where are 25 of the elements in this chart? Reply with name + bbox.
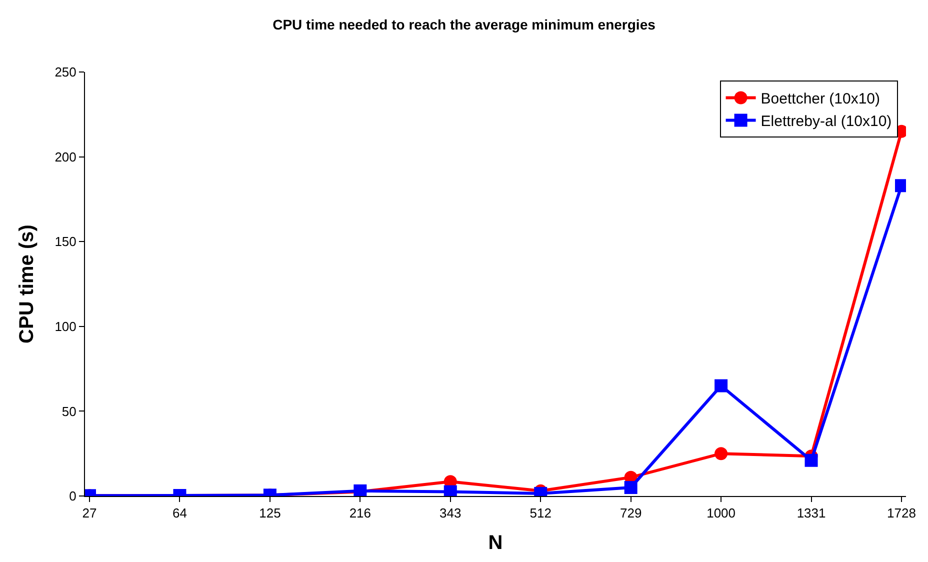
y-tick-label: 100: [54, 318, 76, 334]
y-tick-label: 0: [69, 488, 76, 504]
legend-label: Elettreby-al (10x10): [760, 113, 892, 130]
x-tick-label: 729: [620, 506, 642, 521]
legend-label: Boettcher (10x10): [760, 90, 880, 108]
point: [624, 481, 638, 494]
x-tick-label: 216: [349, 506, 372, 521]
y-tick-label: 250: [54, 64, 76, 80]
x-tick-label: 343: [440, 506, 462, 521]
x-axis-title: N: [488, 532, 503, 554]
chart-title: CPU time needed to reach the average minimum energies: [272, 16, 656, 32]
x-tick-label: 1331: [796, 506, 826, 521]
x-tick-label: 1000: [706, 506, 736, 521]
y-tick-label: 50: [62, 404, 76, 419]
x-tick-label: 64: [172, 506, 187, 521]
y-tick-label: 150: [54, 234, 76, 250]
x-tick-label: 1728: [887, 506, 916, 521]
point: [804, 454, 818, 467]
y-tick-label: 200: [54, 149, 76, 164]
x-tick-label: 512: [530, 506, 552, 521]
point: [714, 447, 728, 460]
x-tick-label: 125: [259, 506, 281, 521]
y-axis-title: CPU time (s): [16, 224, 38, 344]
point: [714, 379, 728, 392]
x-tick-label: 27: [82, 506, 97, 521]
